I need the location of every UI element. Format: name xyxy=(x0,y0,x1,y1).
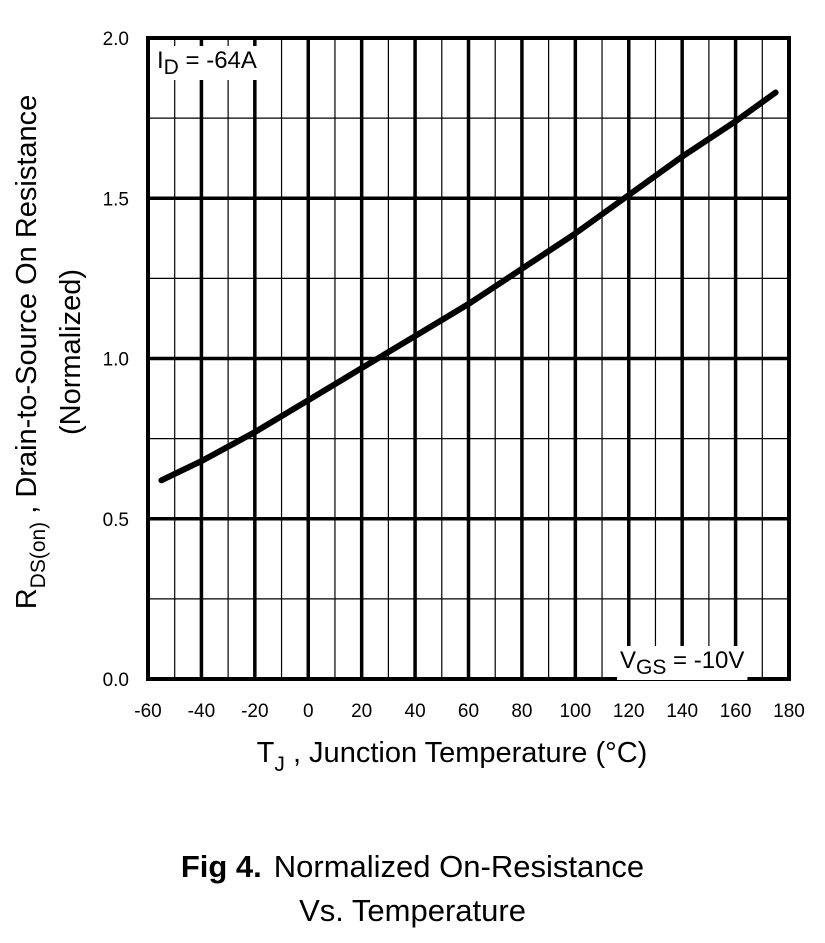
y-tick-label: 2.0 xyxy=(103,29,129,50)
plot-frame xyxy=(146,36,791,681)
figure-caption-line1: Fig 4. Normalized On-Resistance xyxy=(0,846,825,888)
gate-voltage-annotation: VGS = -10V xyxy=(620,647,744,679)
figure-caption-line2: Vs. Temperature xyxy=(299,893,526,928)
y-tick-labels: 0.0 0.5 1.0 1.5 2.0 xyxy=(103,29,129,691)
y-tick-label: 1.5 xyxy=(103,189,129,210)
x-tick-label: 0 xyxy=(303,701,314,722)
x-tick-label: 80 xyxy=(511,701,532,722)
x-tick-label: 20 xyxy=(351,701,372,722)
x-tick-label: 140 xyxy=(666,701,698,722)
y-tick-label: 0.5 xyxy=(103,510,129,531)
ann-vgs-background xyxy=(617,646,748,680)
annotation-vgs-value: = -10V xyxy=(666,647,744,674)
x-tick-label: 180 xyxy=(773,701,805,722)
y-axis-title-sub: DS(on) xyxy=(27,522,50,589)
y-axis-title: RDS(on) , Drain-to-Source On Resistance xyxy=(11,95,50,610)
annotation-vgs-sub: GS xyxy=(636,656,666,679)
ann-id-background xyxy=(154,46,260,80)
x-tick-labels: -60 -40 -20 0 20 40 60 80 100 120 140 160 180 xyxy=(134,701,805,722)
y-axis-title-main: R xyxy=(11,588,43,609)
y-axis-title-line2: (Normalized) xyxy=(55,269,87,435)
annotation-id-sub: D xyxy=(164,56,179,79)
chart: -60 -40 -20 0 20 40 60 80 100 120 140 160 180 0.0 0.5… xyxy=(11,29,805,776)
y-axis-title-rest: , Drain-to-Source On Resistance xyxy=(11,95,43,522)
x-tick-label: 40 xyxy=(405,701,426,722)
annotation-id-prefix: I xyxy=(157,47,164,74)
x-tick-label: 120 xyxy=(613,701,645,722)
annotation-id-value: = -64A xyxy=(179,47,257,74)
y-tick-label: 0.0 xyxy=(103,670,129,691)
y-tick-label: 1.0 xyxy=(103,350,129,371)
annotation-vgs-prefix: V xyxy=(620,647,636,674)
x-tick-label: -40 xyxy=(188,701,215,722)
x-tick-label: -60 xyxy=(134,701,161,722)
x-tick-label: -20 xyxy=(241,701,268,722)
x-axis-title: TJ , Junction Temperature (°C) xyxy=(257,737,648,776)
x-tick-label: 160 xyxy=(720,701,752,722)
figure-number: Fig 4. xyxy=(180,849,262,884)
x-axis-title-rest: , Junction Temperature (°C) xyxy=(285,737,647,769)
series-line xyxy=(158,89,779,484)
x-tick-label: 60 xyxy=(458,701,479,722)
x-axis-title-main: T xyxy=(257,737,275,769)
x-tick-label: 100 xyxy=(559,701,591,722)
x-axis-title-sub: J xyxy=(274,753,285,776)
drain-current-annotation: ID = -64A xyxy=(157,47,257,79)
figure-title: Normalized On-Resistance xyxy=(273,849,645,884)
grid xyxy=(148,38,789,679)
